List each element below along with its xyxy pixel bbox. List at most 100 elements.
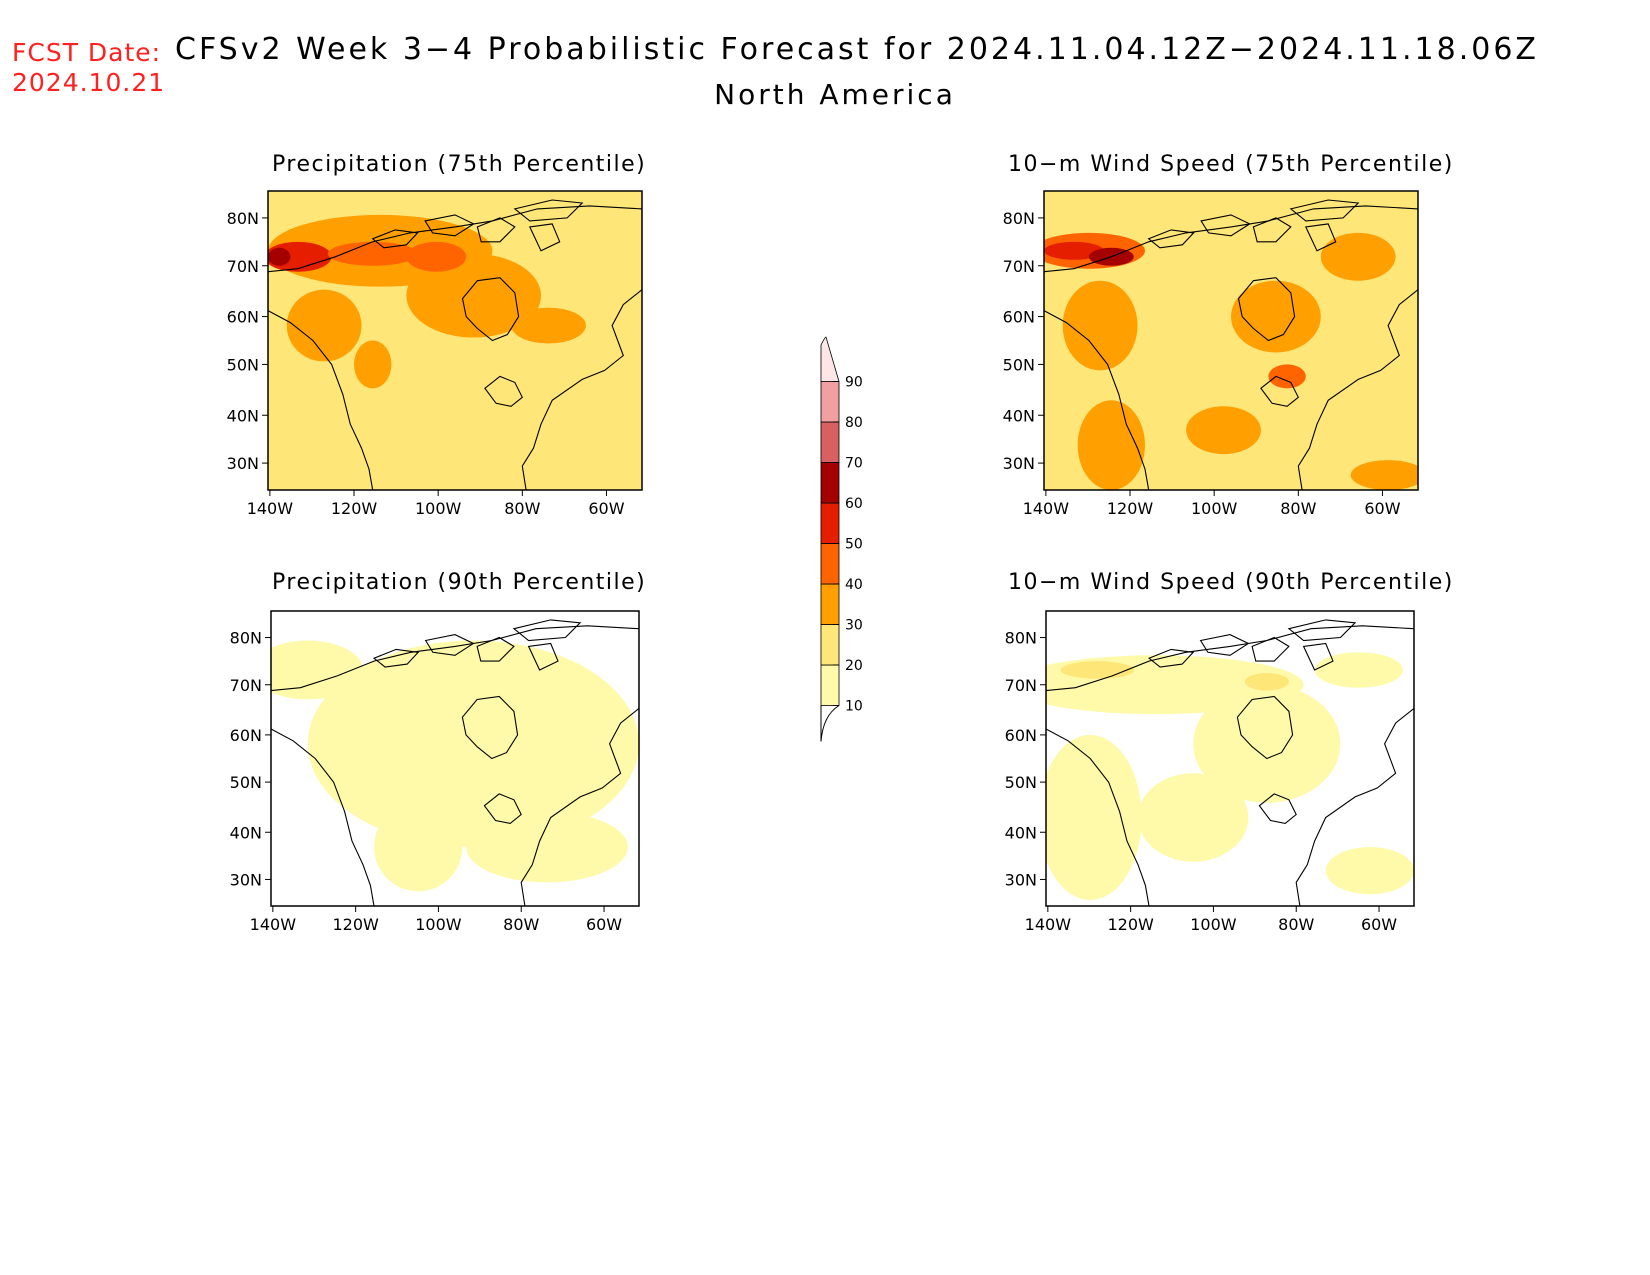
lat-label: 50N	[1003, 355, 1035, 374]
lon-label: 60W	[1361, 915, 1397, 934]
probability-contour	[1231, 280, 1321, 353]
colorbar-segment	[820, 421, 840, 463]
lon-label: 140W	[247, 499, 294, 518]
lat-label: 70N	[230, 676, 262, 695]
probability-contour	[406, 253, 542, 338]
lat-label: 70N	[227, 257, 259, 276]
lon-label: 80W	[1278, 915, 1314, 934]
lat-label: 80N	[227, 209, 259, 228]
panel-title-precip75: Precipitation (75th Percentile)	[272, 152, 647, 177]
probability-shading	[268, 191, 642, 490]
map-frame	[1043, 190, 1419, 491]
coastlines	[268, 199, 642, 490]
lon-label: 120W	[332, 915, 379, 934]
colorbar-segment	[820, 502, 840, 544]
fcst-label-text: FCST Date:	[12, 38, 162, 67]
arctic-island-outline	[1147, 229, 1195, 249]
probability-contour	[1060, 661, 1135, 679]
lat-label: 30N	[1003, 454, 1035, 473]
probability-contour	[406, 241, 467, 272]
colorbar-label: 40	[845, 577, 863, 593]
arctic-island-outline	[476, 217, 516, 243]
lon-label: 120W	[331, 499, 378, 518]
probability-contour	[286, 289, 362, 362]
continent-outline	[268, 205, 642, 490]
probability-contour	[511, 307, 586, 344]
lat-label: 70N	[1005, 676, 1037, 695]
lat-label: 50N	[1005, 773, 1037, 792]
arctic-island-outline	[424, 634, 475, 656]
colorbar-label: 60	[845, 496, 863, 512]
fcst-date-value: 2024.10.21	[12, 68, 166, 97]
lat-label: 70N	[1003, 257, 1035, 276]
probability-contour	[307, 640, 639, 847]
hudson-bay-outline	[1236, 695, 1294, 760]
hudson-bay-outline	[1237, 277, 1296, 342]
probability-contour	[1193, 684, 1341, 803]
hudson-bay-outline	[461, 695, 519, 760]
continent-outline	[1044, 205, 1418, 490]
probability-contour	[1186, 406, 1261, 455]
lat-label: 60N	[230, 726, 262, 745]
lon-label: 100W	[1190, 915, 1237, 934]
main-title: CFSv2 Week 3−4 Probabilistic Forecast fo…	[175, 32, 1539, 67]
lon-label: 120W	[1107, 499, 1154, 518]
probability-contour	[1350, 460, 1418, 490]
lon-label: 100W	[415, 499, 462, 518]
lat-label: 30N	[230, 870, 262, 889]
lon-label: 60W	[586, 915, 622, 934]
arctic-island-outline	[1252, 217, 1292, 243]
colorbar-label: 70	[845, 456, 863, 472]
colorbar-segment	[820, 543, 840, 585]
arctic-island-outline	[1147, 648, 1195, 668]
probability-contour	[271, 640, 363, 700]
arctic-island-outline	[1289, 199, 1360, 222]
probability-contour	[1268, 364, 1306, 389]
probability-contour	[374, 802, 463, 892]
colorbar-label: 30	[845, 618, 863, 634]
map-frame	[270, 610, 640, 907]
arctic-island-outline	[1251, 636, 1290, 662]
map-panel-precip75: 80N 70N 60N 50N 40N 30N 140W 120W 100W 80W 60W	[227, 190, 643, 518]
probability-contour	[1138, 773, 1249, 862]
lat-label: 60N	[1005, 726, 1037, 745]
continent-outline	[271, 625, 639, 906]
forecast-date-label: FCST Date: 2024.10.21	[12, 38, 165, 98]
lat-label: 60N	[1003, 308, 1035, 327]
great-lakes-outline	[484, 375, 523, 407]
colorbar-segment	[820, 462, 840, 504]
probability-contour	[1044, 241, 1104, 260]
map-frame	[267, 190, 643, 491]
lon-label: 140W	[1025, 915, 1072, 934]
colorbar-segment	[820, 583, 840, 625]
probability-contour	[1244, 672, 1289, 691]
probability-contour	[466, 811, 628, 883]
arctic-island-outline	[371, 229, 419, 249]
coastlines	[1044, 199, 1418, 490]
continent-outline	[1046, 625, 1414, 906]
probability-shading	[1044, 191, 1418, 490]
lon-label: 60W	[588, 499, 624, 518]
lon-label: 120W	[1107, 915, 1154, 934]
probability-contour	[1320, 232, 1396, 281]
panel-title-wind75: 10−m Wind Speed (75th Percentile)	[1008, 152, 1454, 177]
arctic-island-outline	[476, 636, 515, 662]
lat-label: 40N	[230, 823, 262, 842]
colorbar-segment	[820, 336, 840, 382]
lat-label: 50N	[230, 773, 262, 792]
lat-label: 60N	[227, 308, 259, 327]
colorbar-segment	[820, 664, 840, 706]
great-lakes-outline	[1258, 793, 1297, 824]
map-panel-wind75: 80N 70N 60N 50N 40N 30N 140W 120W 100W 80W 60W	[1003, 190, 1419, 518]
great-lakes-outline	[1260, 375, 1299, 407]
arctic-island-outline	[513, 199, 584, 222]
probability-contour	[1046, 734, 1142, 901]
lon-label: 140W	[1023, 499, 1070, 518]
lon-label: 140W	[250, 915, 297, 934]
lat-label: 30N	[227, 454, 259, 473]
colorbar-label: 10	[845, 699, 863, 715]
probability-contour	[1325, 847, 1414, 895]
arctic-island-outline	[528, 223, 561, 252]
lon-label: 60W	[1364, 499, 1400, 518]
